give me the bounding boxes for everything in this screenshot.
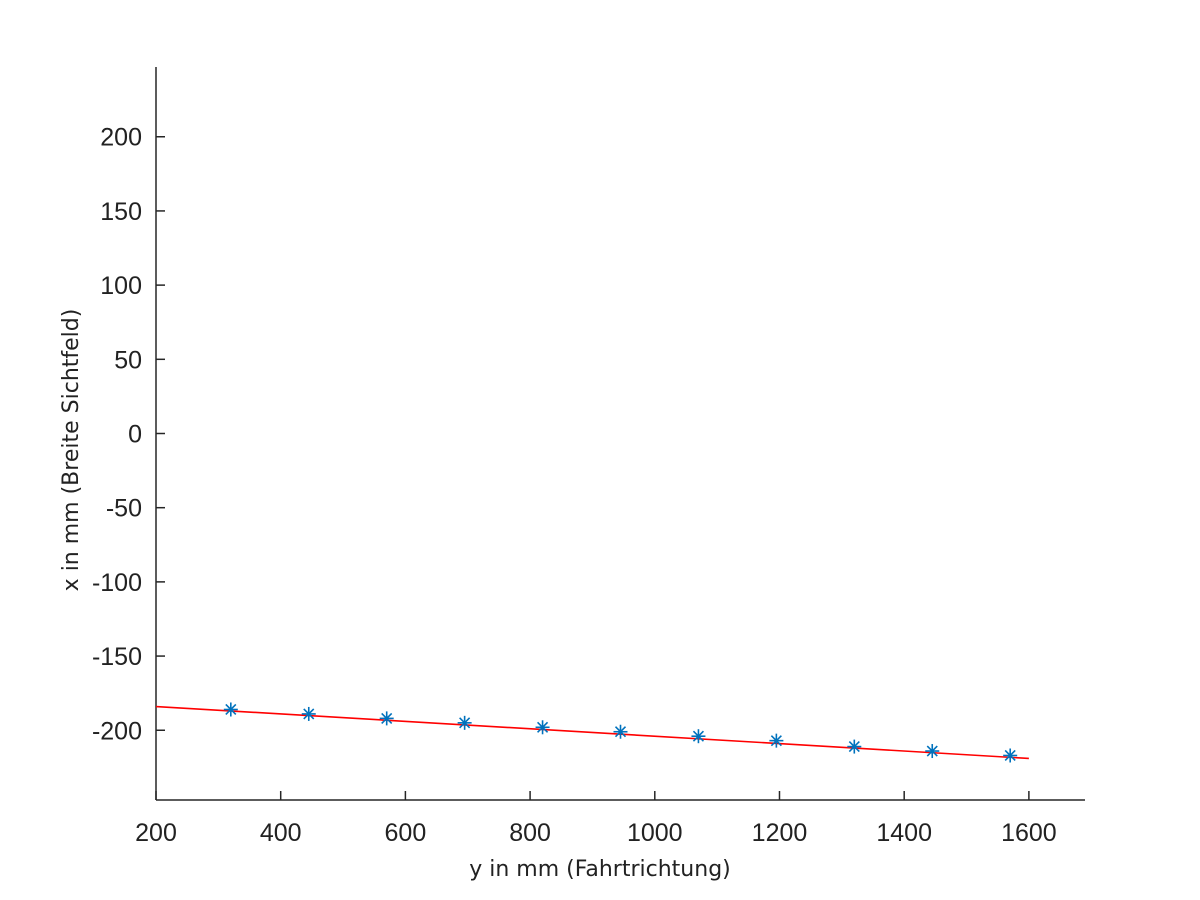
fit-line <box>155 705 1029 760</box>
axes <box>155 67 1085 801</box>
y-tick-label: 0 <box>128 421 142 449</box>
data-point-stroke <box>614 726 627 738</box>
data-point <box>613 724 628 739</box>
data-point-stroke <box>536 721 549 733</box>
y-axis-label: x in mm (Breite Sichtfeld) <box>59 309 84 592</box>
x-tick-label: 600 <box>385 819 427 847</box>
y-tick-label: -100 <box>92 569 142 597</box>
data-point-stroke <box>381 712 393 724</box>
x-tick-label: 400 <box>260 819 302 847</box>
data-point <box>379 711 394 726</box>
y-tick-labels: 200 150 100 50 0 -50 -100 -150 -200 <box>92 124 142 746</box>
data-point-stroke <box>770 735 782 747</box>
data-point <box>457 715 472 730</box>
x-tick-label: 200 <box>135 819 177 847</box>
x-tick-label: 1400 <box>876 819 932 847</box>
data-point <box>847 739 862 754</box>
data-point <box>769 733 784 748</box>
data-point-stroke <box>303 708 315 720</box>
data-point-stroke <box>1004 749 1016 762</box>
data-point <box>925 744 940 759</box>
data-point-stroke <box>225 703 237 716</box>
data-point-stroke <box>926 745 938 757</box>
data-points <box>223 702 1018 763</box>
x-axis-label: y in mm (Fahrtrichtung) <box>469 857 731 882</box>
x-tick-labels: 200 400 600 800 1000 1200 1400 1600 <box>135 819 1057 847</box>
y-tick-label: -50 <box>106 495 142 523</box>
data-point <box>301 706 316 721</box>
data-point <box>535 720 550 735</box>
data-point-stroke <box>848 741 860 753</box>
fit-line-group <box>155 705 1029 760</box>
data-point-stroke <box>459 717 471 729</box>
x-tick-label: 800 <box>509 819 551 847</box>
y-tick-label: -200 <box>92 717 142 745</box>
data-point <box>691 729 706 744</box>
x-tick-label: 1000 <box>627 819 683 847</box>
y-tick-label: 100 <box>100 272 142 300</box>
y-tick-label: 50 <box>114 346 142 374</box>
y-tick-label: 200 <box>100 124 142 152</box>
data-point-stroke <box>692 730 705 742</box>
data-point <box>223 702 238 717</box>
y-tick-label: 150 <box>100 198 142 226</box>
x-tick-label: 1200 <box>752 819 808 847</box>
x-tick-label: 1600 <box>1001 819 1057 847</box>
y-tick-label: -150 <box>92 643 142 671</box>
data-point <box>1003 748 1018 763</box>
